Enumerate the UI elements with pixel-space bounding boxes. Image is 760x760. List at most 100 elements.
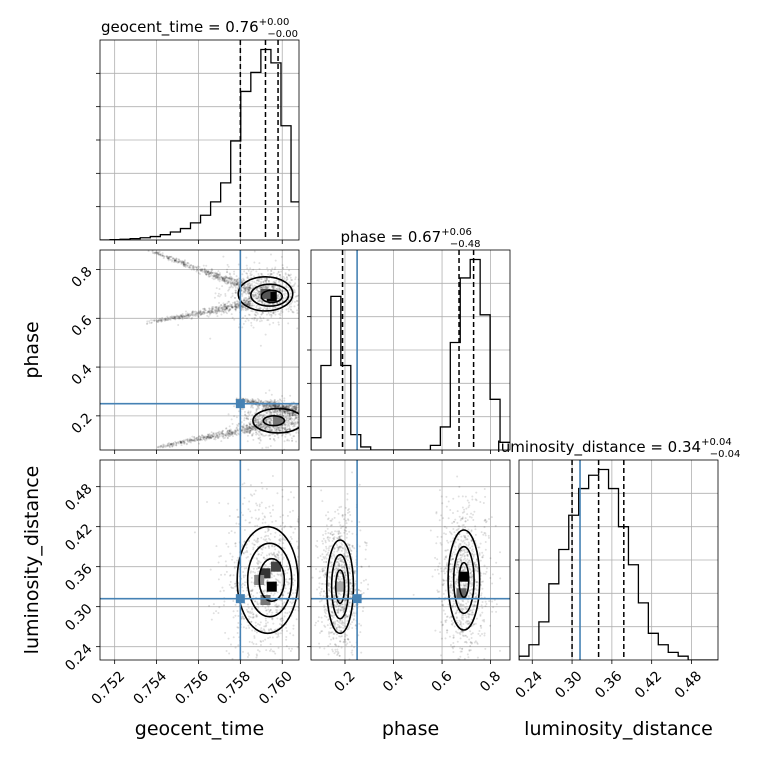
scatter-point xyxy=(226,280,229,283)
scatter-point xyxy=(245,567,248,570)
scatter-point xyxy=(193,268,196,271)
scatter-point xyxy=(197,314,200,317)
scatter-point xyxy=(247,411,250,414)
scatter-point xyxy=(308,545,310,547)
scatter-point xyxy=(241,430,244,433)
scatter-point xyxy=(286,612,289,615)
scatter-point xyxy=(284,292,287,295)
truth-marker xyxy=(235,594,245,604)
scatter-point xyxy=(233,304,236,307)
scatter-point xyxy=(233,273,236,276)
scatter-point xyxy=(177,260,180,263)
scatter-point xyxy=(250,516,253,519)
scatter-point xyxy=(269,401,272,404)
scatter-point xyxy=(253,636,256,639)
scatter-point xyxy=(247,304,250,307)
scatter-point xyxy=(220,309,223,312)
scatter-point xyxy=(265,286,268,289)
scatter-point xyxy=(273,551,276,554)
scatter-point xyxy=(241,273,244,276)
scatter-point xyxy=(243,284,246,287)
scatter-point xyxy=(286,438,289,441)
scatter-point xyxy=(296,312,299,315)
scatter-point xyxy=(187,313,190,316)
scatter-point xyxy=(364,558,367,561)
scatter-point xyxy=(215,312,218,315)
scatter-point xyxy=(274,548,277,551)
scatter-point xyxy=(272,285,275,288)
scatter-point xyxy=(205,269,208,272)
scatter-point xyxy=(236,302,239,305)
scatter-point xyxy=(294,416,297,419)
scatter-point xyxy=(293,573,296,576)
scatter-point xyxy=(300,597,302,599)
scatter-point xyxy=(267,545,270,548)
scatter-point xyxy=(297,409,299,412)
scatter-point xyxy=(249,287,252,290)
scatter-point xyxy=(263,277,266,280)
scatter-point xyxy=(247,300,250,303)
scatter-point xyxy=(286,419,289,422)
scatter-point xyxy=(263,427,266,430)
scatter-point xyxy=(247,427,250,430)
scatter-point xyxy=(177,324,180,327)
scatter-point xyxy=(259,423,262,426)
scatter-point xyxy=(261,301,264,304)
scatter-point xyxy=(215,610,218,613)
scatter-point xyxy=(226,437,229,440)
scatter-point xyxy=(235,303,238,306)
scatter-point xyxy=(168,442,171,445)
scatter-point xyxy=(248,302,251,305)
scatter-point xyxy=(302,278,304,280)
scatter-point xyxy=(298,667,300,669)
scatter-point xyxy=(274,313,277,316)
scatter-point xyxy=(292,285,295,288)
scatter-point xyxy=(302,595,304,597)
scatter-point xyxy=(268,421,271,424)
scatter-point xyxy=(264,286,267,289)
scatter-point xyxy=(292,311,295,314)
scatter-point xyxy=(190,268,193,271)
scatter-point xyxy=(270,411,273,414)
title-sup: +0.06 xyxy=(441,227,472,238)
scatter-point xyxy=(247,410,250,413)
scatter-point xyxy=(237,622,240,625)
scatter-point xyxy=(220,304,223,307)
scatter-point xyxy=(266,267,269,270)
scatter-point xyxy=(326,624,329,627)
scatter-point xyxy=(257,437,260,440)
scatter-point xyxy=(248,304,251,307)
scatter-point xyxy=(187,313,190,316)
scatter-point xyxy=(244,307,247,310)
scatter-point xyxy=(217,309,220,312)
scatter-point xyxy=(220,275,223,278)
scatter-point xyxy=(250,570,253,573)
scatter-point xyxy=(218,606,221,609)
scatter-point xyxy=(275,428,278,431)
scatter-point xyxy=(265,410,268,413)
scatter-point xyxy=(225,570,228,573)
scatter-point xyxy=(168,255,171,258)
scatter-point xyxy=(245,424,248,427)
y-tick-label: 0.42 xyxy=(62,521,95,554)
scatter-point xyxy=(255,418,258,421)
scatter-point xyxy=(286,413,289,416)
scatter-point xyxy=(260,319,263,322)
scatter-point xyxy=(289,308,292,311)
scatter-point xyxy=(220,313,223,316)
scatter-point xyxy=(224,303,227,306)
scatter-point xyxy=(262,556,265,559)
scatter-point xyxy=(184,264,187,267)
scatter-point xyxy=(246,276,249,279)
scatter-point xyxy=(243,540,246,543)
scatter-point xyxy=(272,311,275,314)
scatter-point xyxy=(312,578,314,580)
scatter-point xyxy=(301,270,303,272)
scatter-point xyxy=(273,285,276,288)
scatter-point xyxy=(187,315,190,318)
scatter-point xyxy=(302,430,304,432)
scatter-point xyxy=(270,576,273,579)
scatter-point xyxy=(234,282,237,285)
scatter-point xyxy=(175,257,178,260)
scatter-point xyxy=(300,421,302,423)
